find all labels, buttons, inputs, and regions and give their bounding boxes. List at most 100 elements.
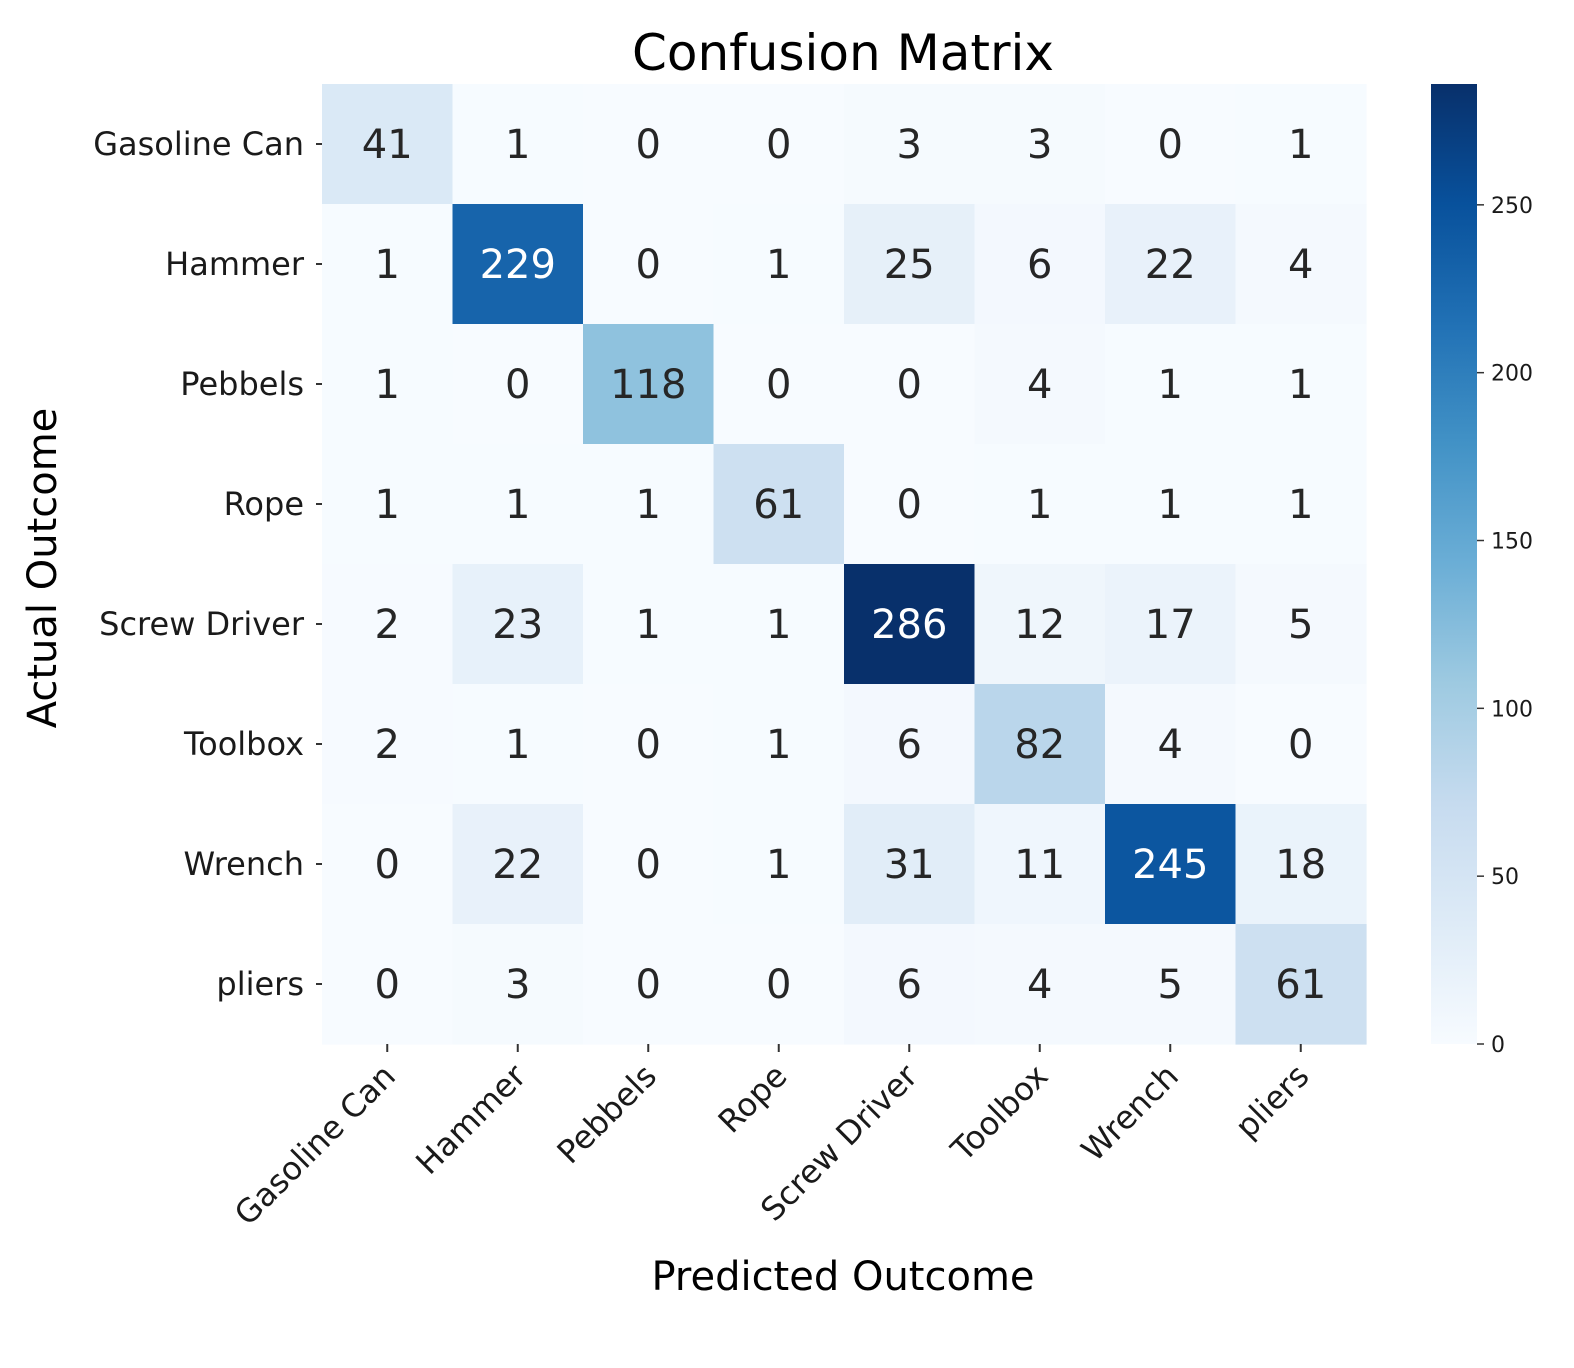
heatmap-cell	[322, 444, 454, 565]
heatmap-cell	[713, 204, 845, 325]
heatmap-cell	[583, 84, 715, 205]
heatmap-cell-labels: 41 1 0 0 3 3 0 11 229 0 1 25 6 22 41 0 118 0 0 4 1 11 1 1 61 0 1 1 1…	[362, 122, 1326, 1008]
heatmap-cell-value: 0	[766, 122, 791, 168]
heatmap-cell-value: 245	[1132, 842, 1208, 888]
heatmap-cell	[452, 324, 584, 445]
y-axis-tick-label: Gasoline Can	[93, 125, 304, 163]
y-axis-tick-label: Rope	[224, 485, 304, 523]
heatmap-cell	[1235, 324, 1367, 445]
heatmap-cell	[583, 804, 715, 925]
heatmap-cell	[974, 804, 1106, 925]
heatmap-cell	[452, 804, 584, 925]
heatmap-cell	[1105, 324, 1237, 445]
heatmap-cell-value: 2	[375, 722, 400, 768]
heatmap-cell-value: 1	[766, 842, 791, 888]
heatmap-cell	[713, 324, 845, 445]
heatmap-cell	[1105, 564, 1237, 685]
heatmap-cell-value: 1	[505, 722, 530, 768]
heatmap-cell	[452, 564, 584, 685]
heatmap-cell-value: 61	[1275, 962, 1326, 1008]
heatmap-cell-value: 0	[636, 122, 661, 168]
heatmap-cell-value: 0	[897, 362, 922, 408]
colorbar-tick-label: 150	[1491, 530, 1533, 555]
heatmap-cell-value: 0	[636, 962, 661, 1008]
heatmap-cell-value: 1	[766, 602, 791, 648]
heatmap-cell-value: 61	[753, 482, 804, 528]
heatmap-cell-value: 1	[1288, 482, 1313, 528]
heatmap-cell	[974, 84, 1106, 205]
heatmap-cell	[452, 444, 584, 565]
heatmap-cell-value: 118	[610, 362, 686, 408]
heatmap-cell	[713, 684, 845, 805]
heatmap-cells	[322, 84, 1367, 1045]
heatmap-cell	[974, 924, 1106, 1045]
heatmap-cell-value: 41	[362, 122, 413, 168]
heatmap-cell	[1235, 84, 1367, 205]
x-axis-tick-label: Toolbox	[943, 1057, 1055, 1169]
heatmap-cell-value: 1	[505, 122, 530, 168]
heatmap-cell	[452, 84, 584, 205]
y-axis-tick-label: Toolbox	[183, 725, 304, 763]
colorbar-gradient	[1431, 84, 1477, 1044]
heatmap-cell	[844, 564, 976, 685]
heatmap-cell-value: 0	[1158, 122, 1183, 168]
heatmap-cell-value: 0	[375, 962, 400, 1008]
y-axis-tick-label: Hammer	[165, 245, 305, 283]
heatmap-cell	[583, 564, 715, 685]
x-axis-tick-label: Pebbels	[550, 1057, 664, 1171]
heatmap-cell	[844, 924, 976, 1045]
chart-title: Confusion Matrix	[632, 24, 1054, 82]
heatmap-cell	[583, 684, 715, 805]
heatmap-cell-value: 3	[897, 122, 922, 168]
heatmap-cell-value: 1	[375, 242, 400, 288]
heatmap-cell-value: 6	[1027, 242, 1052, 288]
heatmap-cell	[1235, 444, 1367, 565]
y-axis-label: Actual Outcome	[20, 408, 66, 729]
colorbar-tick-label: 50	[1491, 865, 1519, 890]
colorbar-tick-label: 100	[1491, 697, 1533, 722]
heatmap-cell-value: 22	[1145, 242, 1196, 288]
heatmap-cell	[974, 564, 1106, 685]
heatmap-cell-value: 25	[884, 242, 935, 288]
heatmap-cell-value: 1	[766, 242, 791, 288]
heatmap-cell	[713, 84, 845, 205]
heatmap-cell-value: 23	[492, 602, 543, 648]
y-axis-tick-label: Screw Driver	[99, 605, 305, 643]
heatmap-cell	[1235, 684, 1367, 805]
heatmap-cell-value: 1	[505, 482, 530, 528]
heatmap-cell-value: 1	[1288, 122, 1313, 168]
heatmap-cell	[844, 324, 976, 445]
heatmap-cell	[583, 444, 715, 565]
heatmap-cell-value: 1	[1158, 362, 1183, 408]
heatmap-cell-value: 12	[1014, 602, 1065, 648]
x-axis-tick-label: Rope	[711, 1057, 795, 1141]
heatmap-cell	[322, 924, 454, 1045]
heatmap-cell-value: 22	[492, 842, 543, 888]
heatmap-cell	[452, 684, 584, 805]
colorbar: 0 50 100 150 200 250	[1431, 84, 1533, 1058]
heatmap-cell-value: 6	[897, 962, 922, 1008]
heatmap-cell	[1105, 924, 1237, 1045]
heatmap-cell-value: 1	[636, 482, 661, 528]
x-axis-tick-label: pliers	[1228, 1057, 1317, 1146]
y-axis-tick-label: pliers	[216, 965, 304, 1003]
heatmap-cell-value: 1	[1288, 362, 1313, 408]
heatmap-cell	[844, 204, 976, 325]
heatmap-cell	[322, 84, 454, 205]
x-axis-tick-label: Gasoline Can	[227, 1057, 403, 1233]
heatmap-cell	[844, 444, 976, 565]
heatmap-cell-value: 0	[1288, 722, 1313, 768]
heatmap-cell-value: 1	[636, 602, 661, 648]
heatmap-cell-value: 4	[1027, 962, 1052, 1008]
heatmap-cell-value: 0	[636, 722, 661, 768]
heatmap-cell-value: 2	[375, 602, 400, 648]
heatmap-cell	[974, 444, 1106, 565]
heatmap-cell-value: 229	[480, 242, 556, 288]
heatmap-cell	[322, 204, 454, 325]
heatmap-cell	[1105, 204, 1237, 325]
heatmap-cell-value: 0	[636, 842, 661, 888]
heatmap-cell-value: 4	[1027, 362, 1052, 408]
colorbar-tick-label: 0	[1491, 1033, 1505, 1058]
colorbar-ticks: 0 50 100 150 200 250	[1477, 194, 1533, 1058]
